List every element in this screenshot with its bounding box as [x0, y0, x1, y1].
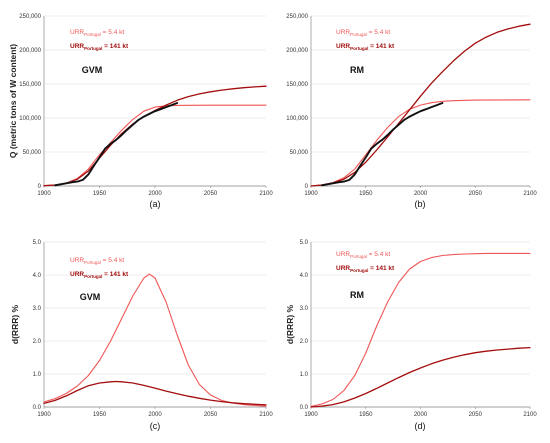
y-tick-label: 50,000: [23, 150, 42, 156]
x-tick-label: 2050: [204, 412, 218, 418]
series-line-observed: [54, 102, 179, 187]
series-line-dark: [310, 23, 531, 187]
x-tick-label: 1900: [304, 412, 318, 418]
chart-panel-3: 0.0 1.0 2.0 3.0 4.0 5.0 1900 1950 2000 2050 2100 d(…: [10, 240, 273, 431]
urr-annotation: URRPortugal = 141 kt: [70, 43, 129, 51]
urr-annotation: URRPortugal = 141 kt: [336, 265, 395, 273]
panel-label: (a): [150, 199, 161, 209]
series-line-light: [43, 104, 267, 187]
urr-annotation: URRPortugal = 141 kt: [336, 43, 395, 51]
y-tick-label: 150,000: [19, 82, 41, 88]
x-tick-label: 2100: [523, 191, 537, 197]
x-tick-label: 1900: [37, 412, 51, 418]
x-tick-label: 2100: [259, 191, 273, 197]
y-tick-label: 250,000: [286, 14, 308, 20]
y-tick-label: 0: [305, 184, 309, 190]
x-tick-label: 1950: [359, 412, 373, 418]
x-tick-label: 2050: [469, 412, 483, 418]
series-line-light: [310, 99, 531, 187]
y-tick-label: 0: [38, 184, 42, 190]
x-tick-label: 2100: [523, 412, 537, 418]
x-tick-label: 1950: [359, 191, 373, 197]
series-line-observed: [320, 102, 444, 187]
y-tick-label: 3.0: [300, 306, 309, 312]
x-tick-label: 2000: [414, 412, 428, 418]
model-name-label: RM: [350, 290, 364, 300]
urr-annotation: URRPortugal = 5.4 kt: [336, 29, 390, 37]
panel-label: (c): [150, 421, 161, 431]
y-tick-label: 250,000: [19, 14, 41, 20]
x-tick-label: 1900: [304, 191, 318, 197]
y-tick-label: 200,000: [286, 48, 308, 54]
x-tick-label: 2050: [204, 191, 218, 197]
series-line-dark: [43, 85, 267, 187]
x-tick-label: 2000: [414, 191, 428, 197]
series-line-light: [43, 273, 267, 407]
x-tick-label: 2000: [148, 412, 162, 418]
panel-label: (b): [415, 199, 426, 209]
urr-annotation: URRPortugal = 5.4 kt: [70, 29, 124, 37]
y-tick-label: 3.0: [33, 306, 42, 312]
y-tick-label: 200,000: [19, 48, 41, 54]
y-axis-label: d(RRR) %: [10, 304, 20, 344]
y-tick-label: 50,000: [290, 150, 309, 156]
y-tick-label: 100,000: [19, 116, 41, 122]
y-tick-label: 1.0: [300, 372, 309, 378]
x-tick-label: 2050: [469, 191, 483, 197]
y-tick-label: 150,000: [286, 82, 308, 88]
chart-panel-1: 0 50,000 100,000 150,000 200,000 250,000 1900 1…: [8, 14, 273, 209]
y-tick-label: 5.0: [33, 240, 42, 246]
x-tick-label: 1900: [37, 191, 51, 197]
x-tick-label: 1950: [93, 191, 107, 197]
y-tick-label: 4.0: [33, 273, 42, 279]
y-tick-label: 2.0: [300, 339, 309, 345]
y-tick-label: 0.0: [300, 405, 309, 411]
urr-annotation: URRPortugal = 5.4 kt: [336, 251, 390, 259]
series-line-dark: [310, 346, 531, 408]
y-tick-label: 5.0: [300, 240, 309, 246]
y-tick-label: 100,000: [286, 116, 308, 122]
y-axis-label: Q (metric tons of W content): [8, 44, 18, 158]
series-line-dark: [43, 380, 267, 406]
y-tick-label: 4.0: [300, 273, 309, 279]
urr-annotation: URRPortugal = 5.4 kt: [70, 257, 124, 265]
chart-panel-2: 0 50,000 100,000 150,000 200,000 250,000 1900 1…: [286, 14, 537, 209]
y-tick-label: 1.0: [33, 372, 42, 378]
model-name-label: RM: [350, 65, 364, 75]
chart-panel-4: 0.0 1.0 2.0 3.0 4.0 5.0 1900 1950 2000 2050 2100 d(…: [285, 240, 537, 431]
urr-annotation: URRPortugal = 141 kt: [70, 271, 129, 279]
panel-label: (d): [415, 421, 426, 431]
model-name-label: GVM: [82, 65, 103, 75]
y-tick-label: 0.0: [33, 405, 42, 411]
series-line-light: [310, 252, 531, 407]
y-tick-label: 2.0: [33, 339, 42, 345]
x-tick-label: 1950: [93, 412, 107, 418]
y-axis-label: d(RRR) %: [285, 304, 295, 344]
x-tick-label: 2100: [259, 412, 273, 418]
model-name-label: GVM: [80, 292, 101, 302]
x-tick-label: 2000: [148, 191, 162, 197]
